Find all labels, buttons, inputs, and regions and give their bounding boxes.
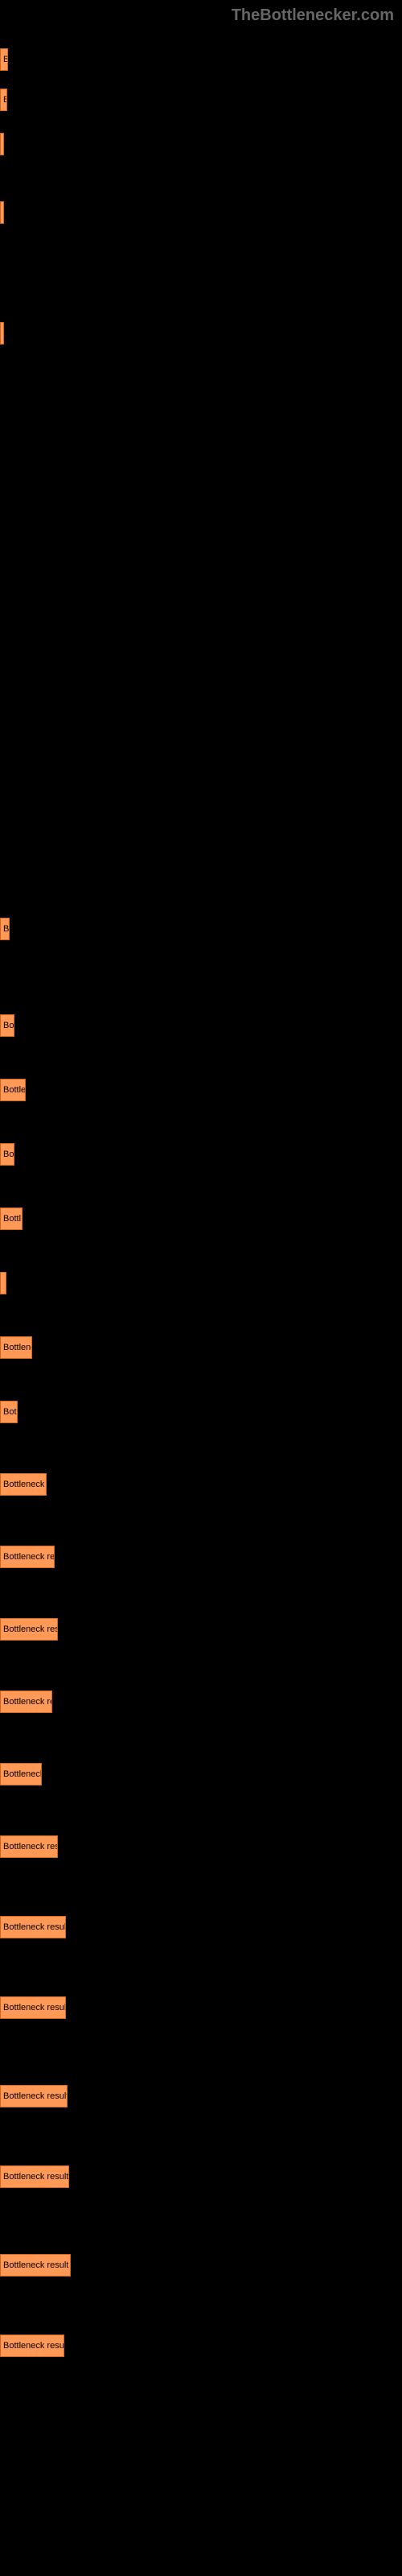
bar-item: B [0, 89, 7, 111]
bar-item [0, 322, 4, 345]
bar-item [0, 201, 4, 224]
bar-item: Bottleneck result [0, 2254, 71, 2277]
bar-item: Bottleneck resu [0, 1835, 58, 1858]
bar-item: Bottleneck resu [0, 2334, 64, 2357]
bar-item: Bottleneck resu [0, 1618, 58, 1641]
bar-item: Bottleneck r [0, 1473, 47, 1496]
bar-item: Bo [0, 1014, 14, 1037]
bar-item: Bottleneck re [0, 1546, 55, 1568]
bar-item: Bottleneck result [0, 1996, 66, 2019]
bars-container: BBBBoBottlenBoBottlBottleneBotBottleneck… [0, 0, 402, 2576]
bar-item: Bottlene [0, 1336, 32, 1359]
bar-item: Bo [0, 1143, 14, 1166]
bar-item: Bottleneck result [0, 2165, 69, 2188]
bar-item: B [0, 918, 10, 940]
bar-item [0, 133, 4, 155]
bar-item [0, 1272, 6, 1294]
bar-item: Bottleneck re [0, 1690, 52, 1713]
bar-item: Bottl [0, 1208, 23, 1230]
bar-item: Bot [0, 1401, 18, 1423]
bar-item: Bottlen [0, 1079, 26, 1101]
bar-item: Bottleneck result [0, 2085, 68, 2107]
bar-item: Bottleneck [0, 1763, 42, 1785]
bar-item: Bottleneck result [0, 1916, 66, 1938]
bar-item: B [0, 48, 8, 71]
